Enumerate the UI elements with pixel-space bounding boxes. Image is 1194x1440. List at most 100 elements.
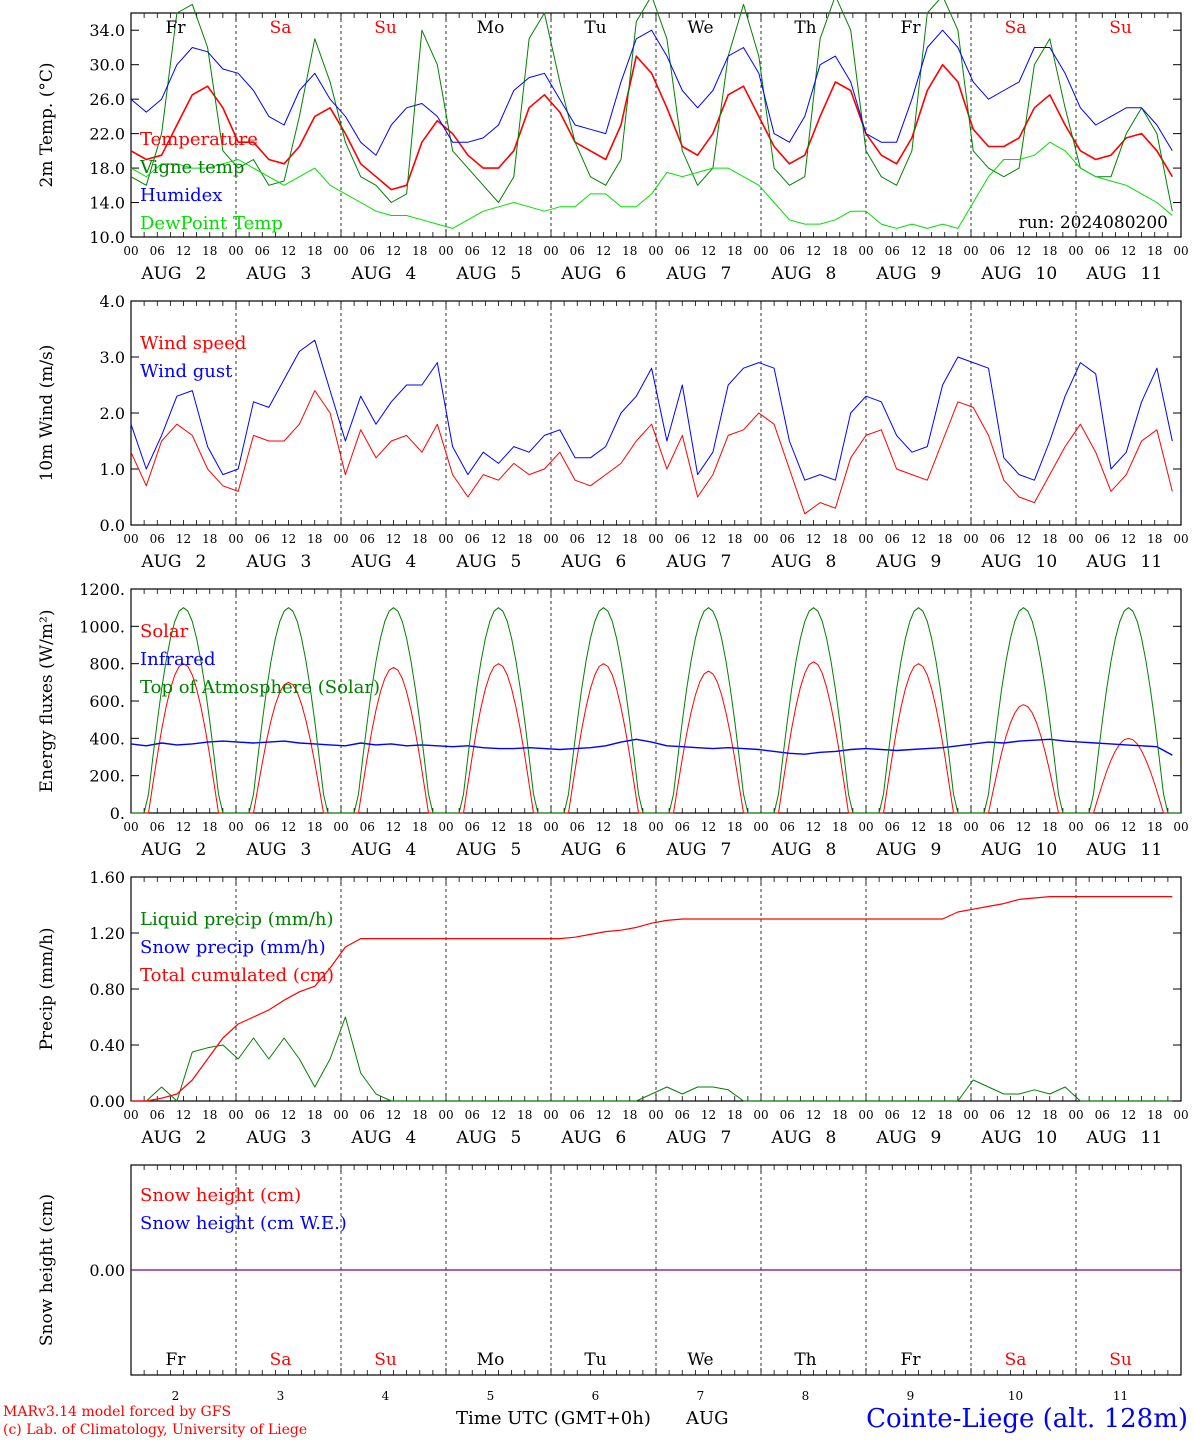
weekday-label: Sa xyxy=(1005,18,1027,38)
date-label: 10 xyxy=(1036,552,1058,572)
hour-label: 06 xyxy=(570,244,585,258)
date-label: 2 xyxy=(196,1128,207,1148)
hour-label: 12 xyxy=(1121,532,1136,546)
hour-label: 18 xyxy=(1042,532,1057,546)
hour-label: 06 xyxy=(1095,532,1110,546)
y-tick-label: 0. xyxy=(110,804,125,823)
hour-label: 18 xyxy=(412,1108,427,1122)
hour-label: 06 xyxy=(675,820,690,834)
weekday-label: Su xyxy=(374,18,397,38)
date-label: 11 xyxy=(1141,552,1163,572)
hour-label: 00 xyxy=(753,1108,768,1122)
credit-model: MARv3.14 model forced by GFS xyxy=(3,1404,231,1420)
hour-label: 18 xyxy=(202,532,217,546)
hour-label: 00 xyxy=(543,532,558,546)
hour-label: 06 xyxy=(255,532,270,546)
y-tick-label: 22.0 xyxy=(89,125,125,144)
legend-entry: DewPoint Temp xyxy=(140,213,283,234)
weekday-label: Mo xyxy=(477,1350,505,1370)
hour-label: 12 xyxy=(1016,820,1031,834)
y-tick-label: 1.0 xyxy=(100,460,125,479)
hour-label: 18 xyxy=(202,1108,217,1122)
month-label: AUG xyxy=(350,1128,391,1148)
series-line-temperature xyxy=(130,55,1173,191)
month-label: AUG xyxy=(770,1128,811,1148)
hour-label: 18 xyxy=(307,1108,322,1122)
hour-label: 18 xyxy=(937,1108,952,1122)
hour-label: 06 xyxy=(990,820,1005,834)
weekday-label: Sa xyxy=(1005,1350,1027,1370)
date-label: 8 xyxy=(826,840,837,860)
hour-label: 18 xyxy=(1042,820,1057,834)
weekday-label: Tu xyxy=(584,18,606,38)
hour-label: 12 xyxy=(1016,244,1031,258)
hour-label: 18 xyxy=(1147,820,1162,834)
hour-label: 00 xyxy=(333,532,348,546)
month-label: AUG xyxy=(875,1128,916,1148)
hour-label: 18 xyxy=(517,244,532,258)
weekday-label: Th xyxy=(794,18,816,38)
hour-label: 18 xyxy=(727,820,742,834)
hour-label: 00 xyxy=(858,820,873,834)
date-label: 9 xyxy=(931,264,942,284)
month-label: AUG xyxy=(875,264,916,284)
date-label: 11 xyxy=(1141,1128,1163,1148)
hour-label: 18 xyxy=(307,532,322,546)
date-label: 3 xyxy=(301,552,312,572)
legend-entry: Snow height (cm) xyxy=(140,1185,301,1206)
hour-label: 12 xyxy=(701,532,716,546)
hour-label: 12 xyxy=(806,1108,821,1122)
series-line-humidex xyxy=(130,29,1173,156)
date-label: 6 xyxy=(616,264,627,284)
hour-label: 12 xyxy=(176,820,191,834)
series-line-total-cumulated-cm- xyxy=(131,895,1173,1102)
plot-frame xyxy=(130,300,1182,526)
hour-label: 18 xyxy=(1147,532,1162,546)
date-label: 6 xyxy=(616,840,627,860)
hour-label: 00 xyxy=(438,244,453,258)
panel-precip: 0.00 0.40 0.80 1.20 1.60 Precip (mm/h) 00 06 12 1… xyxy=(37,868,1189,1148)
month-label: AUG xyxy=(980,264,1021,284)
date-label: 9 xyxy=(931,552,942,572)
month-label: AUG xyxy=(245,552,286,572)
hour-label: 06 xyxy=(780,532,795,546)
y-axis-label: 2m Temp. (°C) xyxy=(37,62,57,187)
hour-label: 06 xyxy=(150,820,165,834)
month-label: AUG xyxy=(770,264,811,284)
hour-label: 00 xyxy=(1173,532,1188,546)
legend-entry: Wind gust xyxy=(140,361,233,382)
hour-label: 00 xyxy=(753,820,768,834)
month-label: AUG xyxy=(455,264,496,284)
weekday-label: Su xyxy=(1109,1350,1132,1370)
hour-label: 12 xyxy=(1016,532,1031,546)
month-label: AUG xyxy=(350,552,391,572)
hour-label: 06 xyxy=(570,1108,585,1122)
hour-label: 00 xyxy=(858,1108,873,1122)
weekday-label: Tu xyxy=(584,1350,606,1370)
month-label: AUG xyxy=(455,552,496,572)
hour-label: 12 xyxy=(176,532,191,546)
y-tick-label: 0.40 xyxy=(89,1036,125,1055)
hour-label: 12 xyxy=(281,820,296,834)
hour-label: 00 xyxy=(963,820,978,834)
date-label: 9 xyxy=(931,1128,942,1148)
hour-label: 12 xyxy=(1121,244,1136,258)
weekday-label: Su xyxy=(374,1350,397,1370)
date-label: 3 xyxy=(301,264,312,284)
month-label: AUG xyxy=(140,552,181,572)
month-label: AUG xyxy=(140,840,181,860)
hour-label: 06 xyxy=(885,532,900,546)
hour-label: 12 xyxy=(911,244,926,258)
weekday-label: Fr xyxy=(166,1350,187,1370)
date-label: 2 xyxy=(196,264,207,284)
y-tick-label: 0.00 xyxy=(89,1092,125,1111)
hour-label: 06 xyxy=(1095,820,1110,834)
hour-label: 00 xyxy=(648,1108,663,1122)
month-label: AUG xyxy=(140,264,181,284)
run-annotation: run: 2024080200 xyxy=(1019,213,1168,233)
hour-label: 00 xyxy=(228,244,243,258)
y-tick-label: 14.0 xyxy=(89,194,125,213)
hour-label: 18 xyxy=(1147,244,1162,258)
series-line-dewpoint-temp xyxy=(130,141,1173,229)
hour-label: 00 xyxy=(543,820,558,834)
